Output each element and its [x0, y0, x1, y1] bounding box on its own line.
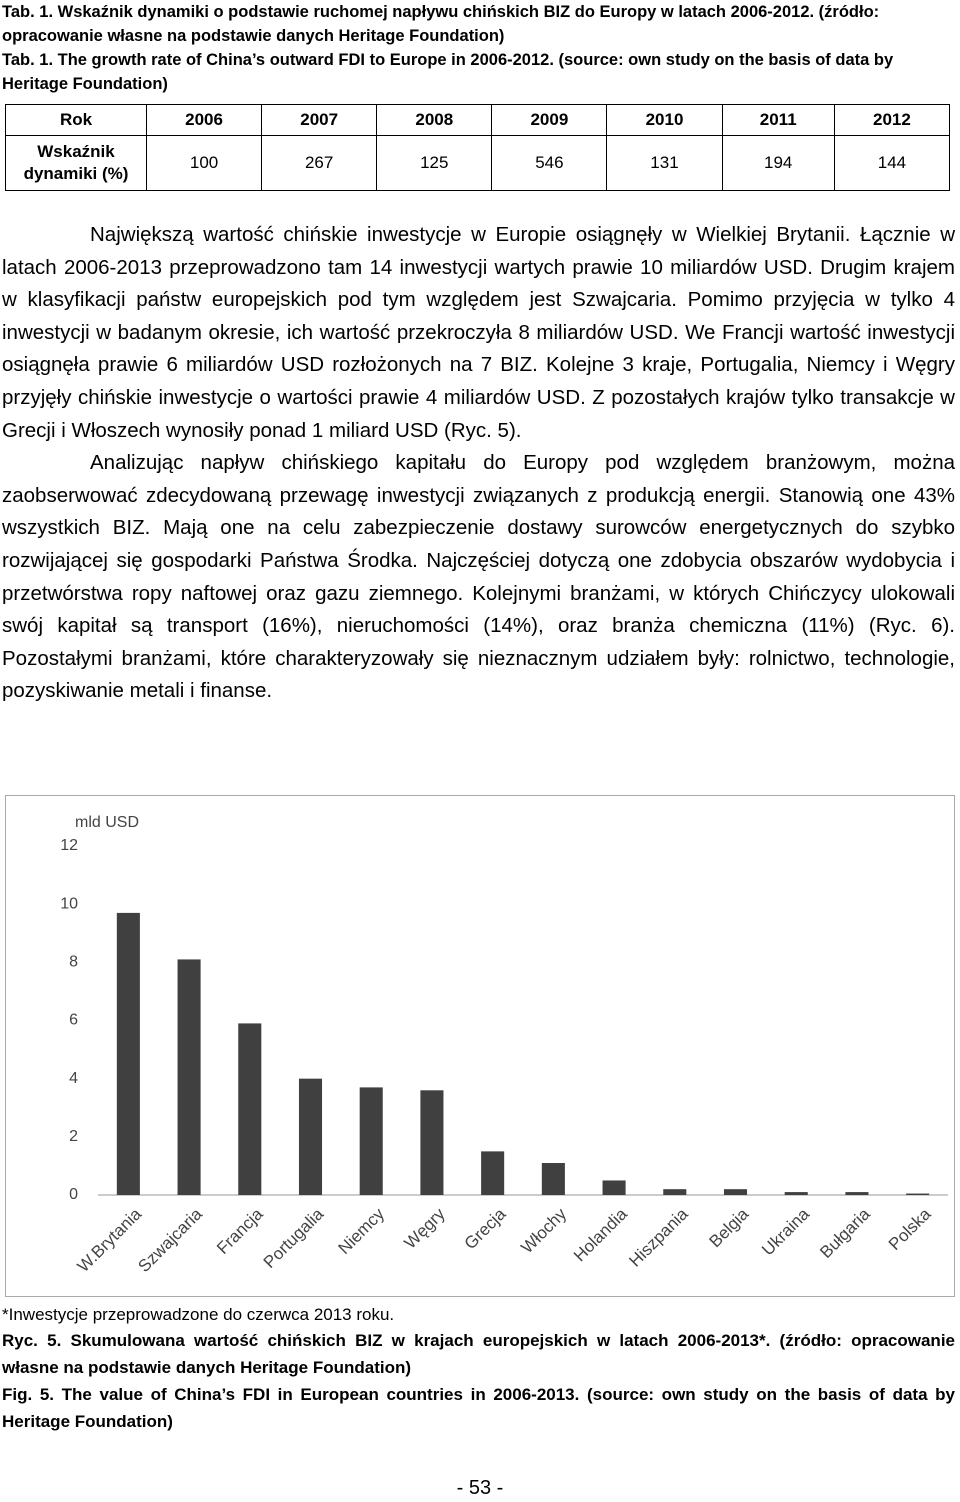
bar — [602, 1180, 626, 1195]
y-tick-label: 8 — [69, 954, 78, 971]
footnote: *Inwestycje przeprowadzone do czerwca 20… — [2, 1305, 395, 1324]
table-caption: Tab. 1. Wskaźnik dynamiki o podstawie ru… — [2, 0, 957, 96]
table-header-cell: 2010 — [606, 104, 723, 136]
table-cell: 131 — [606, 135, 723, 191]
table-cell: 125 — [376, 135, 493, 191]
paragraph: Analizując napływ chińskiego kapitału do… — [2, 451, 955, 703]
table-cell: Wskaźnik dynamiki (%) — [5, 135, 147, 191]
figure-caption-en: Fig. 5. The value of China’s FDI in Euro… — [2, 1385, 955, 1431]
table-cell: 100 — [145, 135, 263, 191]
figure-caption: Ryc. 5. Skumulowana wartość chińskich BI… — [2, 1327, 955, 1435]
y-tick-label: 6 — [69, 1012, 78, 1029]
table-cell: 546 — [491, 135, 608, 191]
y-tick-label: 2 — [69, 1128, 78, 1145]
table-header-cell: Rok — [5, 104, 147, 136]
bar — [481, 1151, 505, 1195]
y-axis-label: mld USD — [75, 814, 139, 831]
y-tick-label: 10 — [60, 895, 78, 912]
y-tick-label: 0 — [69, 1186, 78, 1203]
table-cell: 144 — [833, 135, 951, 191]
table: Rok 2006 2007 2008 2009 2010 2011 2012 Wskaźnik… — [5, 104, 951, 191]
table-header-cell: 2012 — [833, 104, 951, 136]
bar — [845, 1192, 869, 1195]
y-tick-label: 4 — [69, 1070, 78, 1087]
table-cell: 267 — [261, 135, 378, 191]
bar — [298, 1078, 323, 1195]
table-cell: 194 — [721, 135, 835, 191]
chart-frame — [5, 795, 955, 1297]
bar — [420, 1090, 444, 1195]
bar — [541, 1163, 565, 1195]
table-row: Wskaźnik dynamiki (%) 100 267 125 546 131 194 1… — [5, 135, 951, 191]
caption-pl: Tab. 1. Wskaźnik dynamiki o podstawie ru… — [2, 3, 880, 45]
bar — [906, 1193, 930, 1195]
bar — [177, 959, 201, 1195]
bar — [116, 912, 140, 1195]
table-header-cell: 2006 — [145, 104, 263, 136]
paragraph: Największą wartość chińskie inwestycje w… — [2, 223, 955, 442]
bar — [723, 1189, 748, 1195]
table-header-cell: 2011 — [721, 104, 835, 136]
table-header: Rok 2006 2007 2008 2009 2010 2011 2012 — [5, 104, 951, 136]
body-text: Największą wartość chińskie inwestycje w… — [2, 219, 955, 708]
figure-caption-pl: Ryc. 5. Skumulowana wartość chińskich BI… — [2, 1331, 955, 1377]
page-number: - 53 - — [456, 1477, 504, 1499]
bar — [784, 1192, 808, 1195]
bar — [359, 1087, 383, 1195]
y-tick-label: 12 — [60, 837, 78, 854]
bar — [663, 1189, 687, 1195]
table-header-cell: 2008 — [376, 104, 493, 136]
table-header-cell: 2009 — [491, 104, 608, 136]
caption-en: Tab. 1. The growth rate of China’s outwa… — [2, 51, 894, 93]
table-header-cell: 2007 — [261, 104, 378, 136]
bar — [238, 1023, 262, 1195]
